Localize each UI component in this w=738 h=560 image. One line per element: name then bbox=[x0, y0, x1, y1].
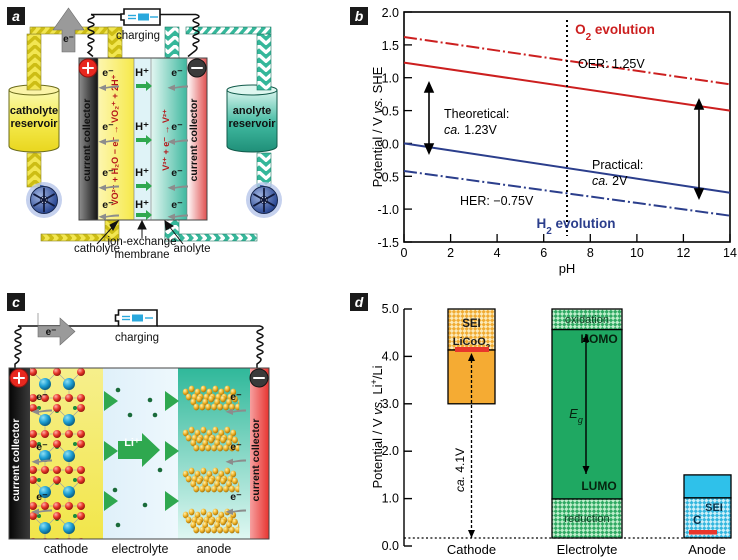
svg-text:current collector: current collector bbox=[250, 419, 262, 502]
svg-text:current collector: current collector bbox=[10, 419, 22, 502]
svg-text:electrolyte: electrolyte bbox=[112, 542, 169, 556]
svg-text:charging: charging bbox=[115, 332, 159, 344]
svg-text:e⁻: e⁻ bbox=[36, 441, 48, 453]
svg-text:Li⁺: Li⁺ bbox=[124, 437, 140, 449]
svg-text:cathode: cathode bbox=[44, 542, 89, 556]
svg-text:e⁻: e⁻ bbox=[36, 391, 48, 403]
svg-text:e⁻: e⁻ bbox=[230, 491, 242, 503]
svg-text:e⁻: e⁻ bbox=[230, 391, 242, 403]
svg-text:anode: anode bbox=[197, 542, 232, 556]
svg-text:e⁻: e⁻ bbox=[46, 327, 57, 338]
svg-text:e⁻: e⁻ bbox=[36, 491, 48, 503]
svg-text:e⁻: e⁻ bbox=[230, 441, 242, 453]
